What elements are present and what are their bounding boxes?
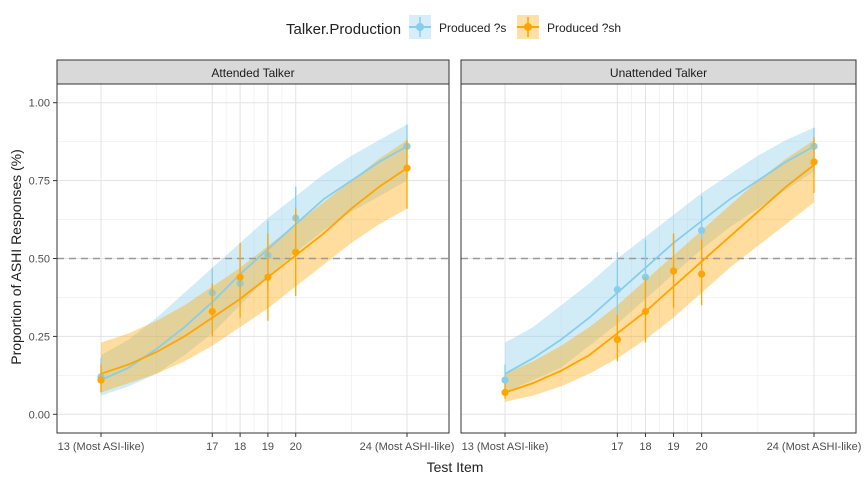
confidence-band-sh <box>101 140 407 393</box>
confidence-band-sh <box>505 140 814 402</box>
legend-label-s: Produced ?s <box>439 21 506 35</box>
fit-line-s <box>504 145 815 375</box>
data-point-sh <box>613 335 621 344</box>
y-tick-label: 0.00 <box>29 409 50 421</box>
data-point-sh <box>669 267 678 275</box>
x-tick-label: 17 <box>206 441 218 453</box>
y-tick-label: 0.50 <box>29 254 50 266</box>
fit-line-sh <box>100 167 408 375</box>
panel-border <box>460 83 857 434</box>
data-point-sh <box>292 248 300 256</box>
confidence-band-s <box>101 124 407 396</box>
panel-strip <box>460 59 857 85</box>
data-point-sh <box>264 273 272 281</box>
y-tick-label: 0.25 <box>29 331 50 343</box>
data-point-sh <box>641 307 650 316</box>
x-tick-label: 20 <box>696 441 708 453</box>
data-point-s <box>613 286 621 294</box>
x-tick-label: 18 <box>639 441 651 453</box>
legend-key-s-dot <box>416 23 424 31</box>
data-point-sh <box>810 158 818 166</box>
data-point-sh <box>403 164 411 172</box>
fit-line-s <box>100 145 408 381</box>
x-tick-label: 19 <box>262 441 274 453</box>
x-tick-label: 24 (Most ASHI-like) <box>767 441 862 453</box>
y-tick-label: 1.00 <box>29 98 50 110</box>
data-point-sh <box>501 388 509 397</box>
legend: Talker.Production Produced ?s Produced ?… <box>286 15 621 39</box>
x-tick-label: 24 (Most ASHI-like) <box>360 441 455 453</box>
legend-key-sh-dot <box>524 23 532 31</box>
y-tick-label: 0.75 <box>29 176 50 188</box>
legend-title: Talker.Production <box>286 21 401 38</box>
data-point-s <box>501 376 509 384</box>
panel-unattended-talker: Unattended Talker 13 (Most ASI-like) 17 18 1… <box>460 59 862 453</box>
legend-item-s: Produced ?s <box>409 15 506 39</box>
y-tick-labels: 0.00 0.25 0.50 0.75 1.00 <box>29 98 50 422</box>
data-point-sh <box>236 273 244 281</box>
data-point-sh <box>698 270 706 278</box>
panel-title: Attended Talker <box>211 66 294 80</box>
data-point-sh <box>208 307 216 316</box>
legend-item-sh: Produced ?sh <box>517 15 621 39</box>
panel-attended-talker: Attended Talker 13 (Most ASI-like) 17 18 19 2… <box>53 59 455 453</box>
panel-title: Unattended Talker <box>610 66 707 80</box>
x-tick-label: 19 <box>667 441 679 453</box>
data-point-sh <box>97 376 105 384</box>
x-tick-label: 13 (Most ASI-like) <box>462 441 549 453</box>
x-tick-label: 17 <box>611 441 623 453</box>
y-axis-title: Proportion of ASHI Responses (%) <box>8 149 24 365</box>
legend-label-sh: Produced ?sh <box>547 21 621 35</box>
x-tick-label: 13 (Most ASI-like) <box>58 441 145 453</box>
data-point-s <box>698 226 706 235</box>
x-axis-title: Test Item <box>427 459 484 475</box>
x-tick-label: 20 <box>290 441 302 453</box>
panel-strip <box>56 59 450 85</box>
x-tick-label: 18 <box>234 441 246 453</box>
fit-line-sh <box>504 164 815 394</box>
